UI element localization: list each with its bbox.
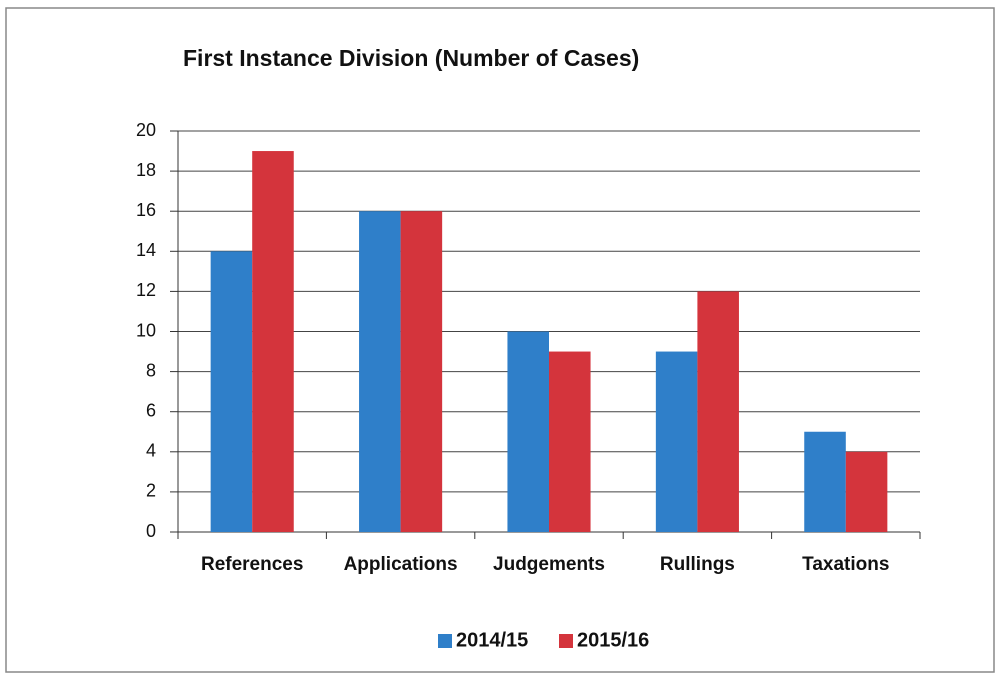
- y-tick-label: 4: [146, 441, 156, 461]
- x-tick-label: Applications: [344, 554, 458, 575]
- y-tick-label: 6: [146, 400, 156, 420]
- x-tick-label: Judgements: [493, 554, 605, 575]
- bar: [507, 331, 549, 532]
- x-tick-label: Rullings: [660, 554, 735, 575]
- x-tick-label: References: [201, 554, 303, 575]
- bar: [252, 151, 294, 533]
- y-tick-label: 10: [136, 320, 156, 340]
- y-tick-label: 14: [136, 240, 156, 260]
- y-tick-label: 12: [136, 280, 156, 300]
- x-tick-label: Taxations: [802, 554, 889, 575]
- legend-swatch: [559, 634, 573, 648]
- y-tick-label: 2: [146, 481, 156, 501]
- legend-label: 2014/15: [456, 629, 528, 651]
- y-tick-label: 16: [136, 200, 156, 220]
- legend-swatch: [438, 634, 452, 648]
- bar: [210, 251, 253, 533]
- bar: [697, 291, 739, 532]
- y-tick-label: 20: [136, 120, 156, 140]
- legend-label: 2015/16: [577, 629, 649, 651]
- bar: [400, 211, 443, 532]
- chart-frame: [5, 7, 995, 673]
- chart-title: First Instance Division (Number of Cases…: [183, 45, 639, 71]
- y-tick-label: 18: [136, 160, 156, 180]
- bar: [359, 211, 401, 532]
- bar: [845, 451, 888, 532]
- bar: [655, 351, 698, 532]
- bar: [804, 431, 846, 532]
- bar: [549, 351, 591, 532]
- y-tick-label: 8: [146, 360, 156, 380]
- y-tick-label: 0: [146, 521, 156, 541]
